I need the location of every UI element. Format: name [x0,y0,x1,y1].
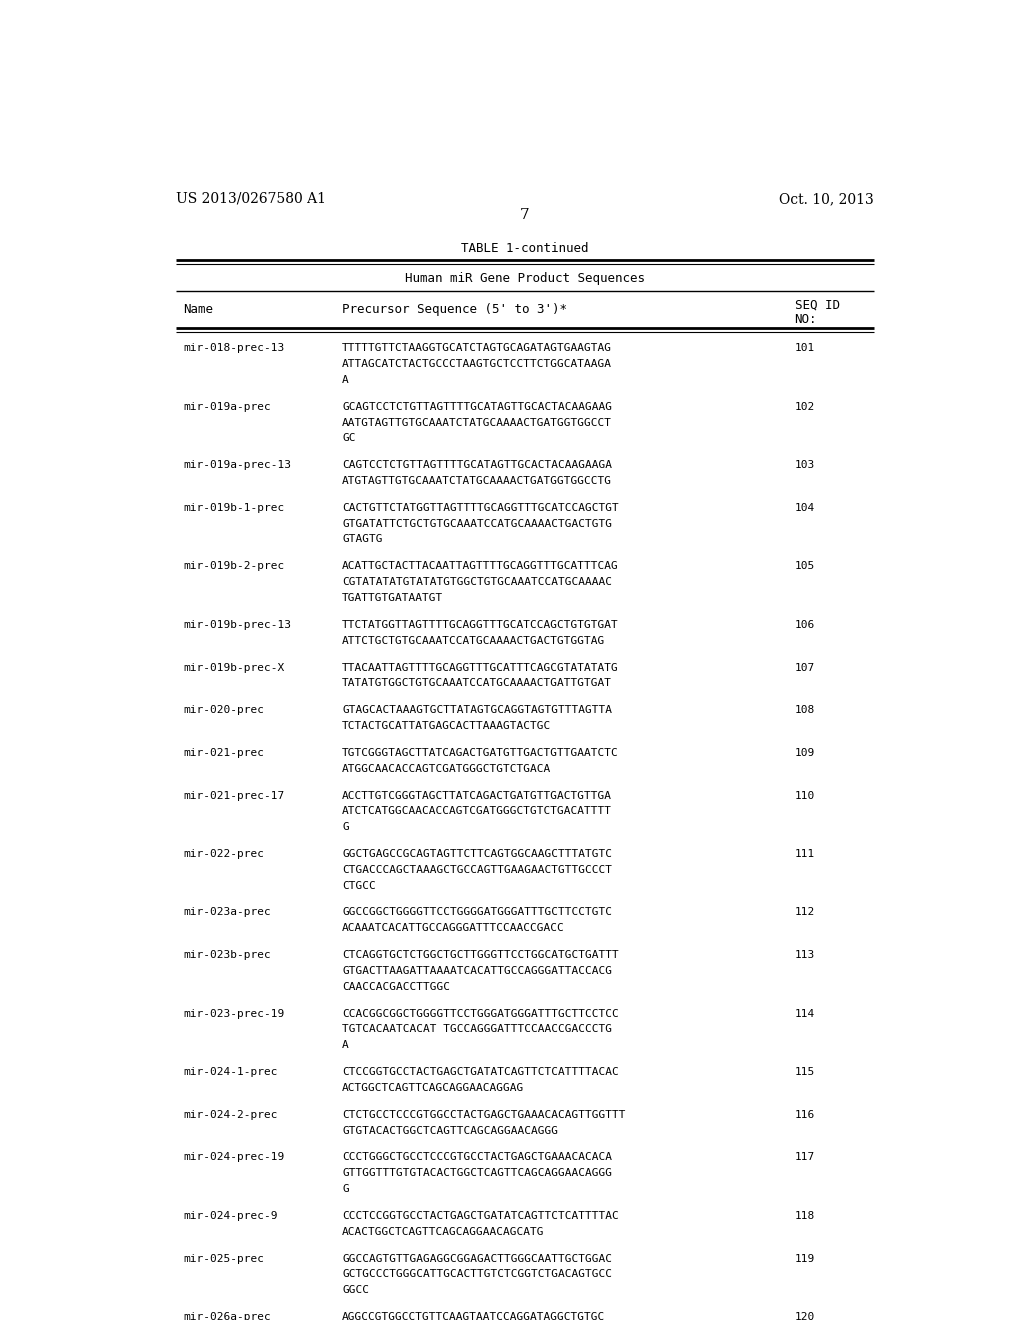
Text: GTGTACACTGGCTCAGTTCAGCAGGAACAGGG: GTGTACACTGGCTCAGTTCAGCAGGAACAGGG [342,1126,558,1135]
Text: 113: 113 [795,950,815,960]
Text: ATGGCAACACCAGTCGATGGGCTGTCTGACA: ATGGCAACACCAGTCGATGGGCTGTCTGACA [342,764,552,774]
Text: mir-024-prec-19: mir-024-prec-19 [183,1152,285,1163]
Text: mir-018-prec-13: mir-018-prec-13 [183,343,285,354]
Text: mir-023b-prec: mir-023b-prec [183,950,271,960]
Text: GCTGCCCTGGGCATTGCACTTGTCTCGGTCTGACAGTGCC: GCTGCCCTGGGCATTGCACTTGTCTCGGTCTGACAGTGCC [342,1270,612,1279]
Text: A: A [342,375,349,385]
Text: GGCCAGTGTTGAGAGGCGGAGACTTGGGCAATTGCTGGAC: GGCCAGTGTTGAGAGGCGGAGACTTGGGCAATTGCTGGAC [342,1254,612,1263]
Text: CCCTCCGGTGCCTACTGAGCTGATATCAGTTCTCATTTTAC: CCCTCCGGTGCCTACTGAGCTGATATCAGTTCTCATTTTA… [342,1210,620,1221]
Text: mir-024-prec-9: mir-024-prec-9 [183,1210,279,1221]
Text: 110: 110 [795,791,815,801]
Text: mir-023-prec-19: mir-023-prec-19 [183,1008,285,1019]
Text: TGTCGGGTAGCTTATCAGACTGATGTTGACTGTTGAATCTC: TGTCGGGTAGCTTATCAGACTGATGTTGACTGTTGAATCT… [342,748,620,758]
Text: 103: 103 [795,461,815,470]
Text: CACTGTTCTATGGTTAGTTTTGCAGGTTTGCATCCAGCTGT: CACTGTTCTATGGTTAGTTTTGCAGGTTTGCATCCAGCTG… [342,503,620,513]
Text: 107: 107 [795,663,815,672]
Text: mir-019b-1-prec: mir-019b-1-prec [183,503,285,513]
Text: mir-021-prec: mir-021-prec [183,748,264,758]
Text: 105: 105 [795,561,815,572]
Text: ACACTGGCTCAGTTCAGCAGGAACAGCATG: ACACTGGCTCAGTTCAGCAGGAACAGCATG [342,1226,545,1237]
Text: TTCTATGGTTAGTTTTGCAGGTTTGCATCCAGCTGTGTGAT: TTCTATGGTTAGTTTTGCAGGTTTGCATCCAGCTGTGTGA… [342,620,620,630]
Text: mir-022-prec: mir-022-prec [183,849,264,859]
Text: GTAGTG: GTAGTG [342,535,383,544]
Text: 118: 118 [795,1210,815,1221]
Text: 120: 120 [795,1312,815,1320]
Text: 102: 102 [795,401,815,412]
Text: 109: 109 [795,748,815,758]
Text: CTGCC: CTGCC [342,880,376,891]
Text: GCAGTCCTCTGTTAGTTTTGCATAGTTGCACTACAAGAAG: GCAGTCCTCTGTTAGTTTTGCATAGTTGCACTACAAGAAG [342,401,612,412]
Text: 108: 108 [795,705,815,715]
Text: 104: 104 [795,503,815,513]
Text: TATATGTGGCTGTGCAAATCCATGCAAAACTGATTGTGAT: TATATGTGGCTGTGCAAATCCATGCAAAACTGATTGTGAT [342,678,612,688]
Text: mir-024-2-prec: mir-024-2-prec [183,1110,279,1119]
Text: TTTTTGTTCTAAGGTGCATCTAGTGCAGATAGTGAAGTAG: TTTTTGTTCTAAGGTGCATCTAGTGCAGATAGTGAAGTAG [342,343,612,354]
Text: 101: 101 [795,343,815,354]
Text: mir-024-1-prec: mir-024-1-prec [183,1067,279,1077]
Text: TGATTGTGATAATGT: TGATTGTGATAATGT [342,593,443,603]
Text: ACATTGCTACTTACAATTAGTTTTGCAGGTTTGCATTTCAG: ACATTGCTACTTACAATTAGTTTTGCAGGTTTGCATTTCA… [342,561,620,572]
Text: 119: 119 [795,1254,815,1263]
Text: SEQ ID: SEQ ID [795,298,840,312]
Text: GTTGGTTTGTGTACACTGGCTCAGTTCAGCAGGAACAGGG: GTTGGTTTGTGTACACTGGCTCAGTTCAGCAGGAACAGGG [342,1168,612,1179]
Text: NO:: NO: [795,313,817,326]
Text: GTGATATTCTGCTGTGCAAATCCATGCAAAACTGACTGTG: GTGATATTCTGCTGTGCAAATCCATGCAAAACTGACTGTG [342,519,612,529]
Text: ATTAGCATCTACTGCCCTAAGTGCTCCTTCTGGCATAAGA: ATTAGCATCTACTGCCCTAAGTGCTCCTTCTGGCATAAGA [342,359,612,370]
Text: ACCTTGTCGGGTAGCTTATCAGACTGATGTTGACTGTTGA: ACCTTGTCGGGTAGCTTATCAGACTGATGTTGACTGTTGA [342,791,612,801]
Text: 117: 117 [795,1152,815,1163]
Text: mir-019a-prec: mir-019a-prec [183,401,271,412]
Text: 112: 112 [795,907,815,917]
Text: Precursor Sequence (5' to 3')*: Precursor Sequence (5' to 3')* [342,302,567,315]
Text: G: G [342,822,349,832]
Text: ACAAATCACATTGCCAGGGATTTCCAACCGACC: ACAAATCACATTGCCAGGGATTTCCAACCGACC [342,923,565,933]
Text: 106: 106 [795,620,815,630]
Text: CTCAGGTGCTCTGGCTGCTTGGGTTCCTGGCATGCTGATTT: CTCAGGTGCTCTGGCTGCTTGGGTTCCTGGCATGCTGATT… [342,950,620,960]
Text: CCCTGGGCTGCCTCCCGTGCCTACTGAGCTGAAACACACA: CCCTGGGCTGCCTCCCGTGCCTACTGAGCTGAAACACACA [342,1152,612,1163]
Text: AGGCCGTGGCCTGTTCAAGTAATCCAGGATAGGCTGTGC: AGGCCGTGGCCTGTTCAAGTAATCCAGGATAGGCTGTGC [342,1312,605,1320]
Text: GTAGCACTAAAGTGCTTATAGTGCAGGTAGTGTTTAGTTA: GTAGCACTAAAGTGCTTATAGTGCAGGTAGTGTTTAGTTA [342,705,612,715]
Text: ATGTAGTTGTGCAAATCTATGCAAAACTGATGGTGGCCTG: ATGTAGTTGTGCAAATCTATGCAAAACTGATGGTGGCCTG [342,477,612,486]
Text: 114: 114 [795,1008,815,1019]
Text: GGCCGGCTGGGGTTCCTGGGGATGGGATTTGCTTCCTGTC: GGCCGGCTGGGGTTCCTGGGGATGGGATTTGCTTCCTGTC [342,907,612,917]
Text: 111: 111 [795,849,815,859]
Text: TCTACTGCATTATGAGCACTTAAAGTACTGC: TCTACTGCATTATGAGCACTTAAAGTACTGC [342,721,552,731]
Text: mir-021-prec-17: mir-021-prec-17 [183,791,285,801]
Text: Oct. 10, 2013: Oct. 10, 2013 [779,191,873,206]
Text: mir-026a-prec: mir-026a-prec [183,1312,271,1320]
Text: ACTGGCTCAGTTCAGCAGGAACAGGAG: ACTGGCTCAGTTCAGCAGGAACAGGAG [342,1082,524,1093]
Text: G: G [342,1184,349,1195]
Text: Human miR Gene Product Sequences: Human miR Gene Product Sequences [404,272,645,285]
Text: mir-019b-prec-13: mir-019b-prec-13 [183,620,292,630]
Text: GGCC: GGCC [342,1286,370,1295]
Text: ATTCTGCTGTGCAAATCCATGCAAAACTGACTGTGGTAG: ATTCTGCTGTGCAAATCCATGCAAAACTGACTGTGGTAG [342,636,605,645]
Text: CTCTGCCTCCCGTGGCCTACTGAGCTGAAACACAGTTGGTTT: CTCTGCCTCCCGTGGCCTACTGAGCTGAAACACAGTTGGT… [342,1110,626,1119]
Text: ATCTCATGGCAACACCAGTCGATGGGCTGTCTGACATTTT: ATCTCATGGCAACACCAGTCGATGGGCTGTCTGACATTTT [342,807,612,816]
Text: A: A [342,1040,349,1051]
Text: CAACCACGACCTTGGC: CAACCACGACCTTGGC [342,982,451,991]
Text: CAGTCCTCTGTTAGTTTTGCATAGTTGCACTACAAGAAGA: CAGTCCTCTGTTAGTTTTGCATAGTTGCACTACAAGAAGA [342,461,612,470]
Text: 7: 7 [520,209,529,222]
Text: mir-025-prec: mir-025-prec [183,1254,264,1263]
Text: mir-023a-prec: mir-023a-prec [183,907,271,917]
Text: US 2013/0267580 A1: US 2013/0267580 A1 [176,191,326,206]
Text: mir-019b-prec-X: mir-019b-prec-X [183,663,285,672]
Text: TGTCACAATCACAT TGCCAGGGATTTCCAACCGACCCTG: TGTCACAATCACAT TGCCAGGGATTTCCAACCGACCCTG [342,1024,612,1035]
Text: CGTATATATGTATATGTGGCTGTGCAAATCCATGCAAAAC: CGTATATATGTATATGTGGCTGTGCAAATCCATGCAAAAC [342,577,612,587]
Text: GGCTGAGCCGCAGTAGTTCTTCAGTGGCAAGCTTTATGTC: GGCTGAGCCGCAGTAGTTCTTCAGTGGCAAGCTTTATGTC [342,849,612,859]
Text: TTACAATTAGTTTTGCAGGTTTGCATTTCAGCGTATATATG: TTACAATTAGTTTTGCAGGTTTGCATTTCAGCGTATATAT… [342,663,620,672]
Text: GTGACTTAAGATTAAAATCACATTGCCAGGGATTACCACG: GTGACTTAAGATTAAAATCACATTGCCAGGGATTACCACG [342,966,612,975]
Text: mir-019b-2-prec: mir-019b-2-prec [183,561,285,572]
Text: GC: GC [342,433,355,444]
Text: CCACGGCGGCTGGGGTTCCTGGGATGGGATTTGCTTCCTCC: CCACGGCGGCTGGGGTTCCTGGGATGGGATTTGCTTCCTC… [342,1008,620,1019]
Text: CTCCGGTGCCTACTGAGCTGATATCAGTTCTCATTTTACAC: CTCCGGTGCCTACTGAGCTGATATCAGTTCTCATTTTACA… [342,1067,620,1077]
Text: 116: 116 [795,1110,815,1119]
Text: CTGACCCAGCTAAAGCTGCCAGTTGAAGAACTGTTGCCCT: CTGACCCAGCTAAAGCTGCCAGTTGAAGAACTGTTGCCCT [342,865,612,875]
Text: TABLE 1-continued: TABLE 1-continued [461,242,589,255]
Text: 115: 115 [795,1067,815,1077]
Text: AATGTAGTTGTGCAAATCTATGCAAAACTGATGGTGGCCT: AATGTAGTTGTGCAAATCTATGCAAAACTGATGGTGGCCT [342,417,612,428]
Text: mir-019a-prec-13: mir-019a-prec-13 [183,461,292,470]
Text: Name: Name [183,302,214,315]
Text: mir-020-prec: mir-020-prec [183,705,264,715]
